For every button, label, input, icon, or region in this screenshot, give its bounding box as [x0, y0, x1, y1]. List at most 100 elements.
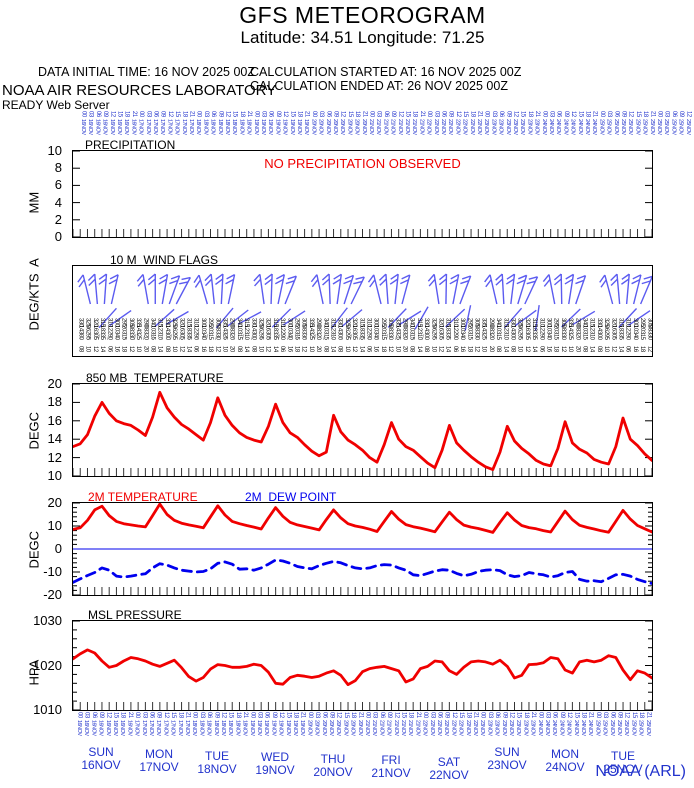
date-label-bottom: 22NOV	[464, 720, 471, 736]
wind-direction-value: 315	[271, 318, 278, 327]
wind-direction-value: 305	[264, 331, 271, 340]
date-label-top: 21NOV	[418, 119, 425, 135]
date-label-bottom: 19NOV	[270, 720, 277, 736]
date-label-bottom: 21NOV	[414, 720, 421, 736]
wind-speed-value: 10	[372, 325, 379, 331]
date-label-top: 24NOV	[548, 119, 554, 135]
hour-label-top: 12	[109, 111, 116, 117]
date-label-bottom: 24NOV	[536, 720, 543, 736]
date-label-bottom: 21NOV	[407, 720, 414, 736]
hour-label-top: 03	[260, 111, 267, 117]
wind-direction-value: 320	[574, 331, 581, 340]
wind-direction-value: 310	[106, 318, 113, 327]
date-label-bottom: 19NOV	[248, 720, 255, 736]
hatch-mark: /	[152, 333, 155, 342]
wind-speed-value: 06	[84, 325, 91, 331]
wind-direction-value: 295	[84, 331, 91, 340]
hour-label-bottom: 21	[645, 712, 652, 718]
wind-speed-value: 06	[106, 346, 113, 352]
hatch-mark: /	[89, 333, 92, 342]
wind-direction-value: 300	[286, 318, 293, 327]
hour-label-top: 06	[210, 111, 217, 117]
wind-speed-value: 14	[444, 346, 451, 352]
wind-speed-value: 10	[408, 325, 415, 331]
y-tick-label-temp2m: 0	[54, 541, 62, 556]
hatch-mark: /	[278, 333, 281, 342]
wind-direction-value: 320	[228, 331, 235, 340]
wind-direction-value: 315	[99, 318, 106, 327]
hatch-mark: /	[260, 333, 263, 342]
wind-speed-value: 12	[451, 325, 458, 331]
date-label-top: 19NOV	[288, 119, 295, 135]
wind-speed-value: 14	[99, 346, 106, 352]
hour-label-bottom: 18	[407, 712, 414, 718]
wind-direction-value: 335	[99, 331, 106, 340]
wind-speed-value: 18	[271, 325, 278, 331]
wind-speed-value: 10	[631, 325, 638, 331]
hour-label-bottom: 03	[256, 712, 263, 718]
date-label-top: 23NOV	[512, 119, 518, 135]
wind-direction-value: 300	[631, 318, 638, 327]
date-label-top: 17NOV	[159, 119, 166, 135]
wind-direction-value: 335	[394, 318, 401, 327]
wind-speed-value: 08	[300, 325, 307, 331]
x-axis-day-label: MON 17NOV	[139, 747, 179, 774]
hour-label-bottom: 09	[270, 712, 277, 718]
date-label-bottom: 25NOV	[608, 720, 615, 736]
hour-label-bottom: 18	[638, 712, 645, 718]
wind-speed-value: 14	[531, 346, 538, 352]
hour-label-top: 18	[526, 111, 533, 117]
hour-label-bottom: 00	[76, 712, 83, 718]
date-label-bottom: 18NOV	[212, 720, 219, 736]
wind-direction-value: 310	[588, 331, 595, 340]
wind-direction-value: 305	[473, 318, 480, 327]
wind-speed-value: 06	[451, 346, 458, 352]
hour-label-top: 18	[181, 111, 188, 117]
wind-speed-value: 16	[372, 346, 379, 352]
hour-label-bottom: 21	[587, 712, 594, 718]
850-mb-temperature-curve	[73, 390, 652, 471]
date-label-top: 24NOV	[562, 119, 569, 135]
wind-speed-value: 12	[127, 346, 134, 352]
hour-label-top: 03	[318, 111, 325, 117]
wind-speed-value: 14	[185, 346, 192, 352]
wind-speed-value: 08	[315, 325, 322, 331]
hatch-mark: /	[359, 333, 362, 342]
wind-speed-value: 08	[495, 346, 502, 352]
wind-direction-value: 295	[207, 318, 214, 327]
y-tick-label-pressure: 1030	[33, 613, 62, 628]
hatch-mark: /	[404, 333, 407, 342]
date-label-top: 22NOV	[454, 119, 461, 135]
wind-speed-value: 08	[408, 346, 415, 352]
wind-speed-value: 12	[624, 325, 631, 331]
date-label-bottom: 17NOV	[140, 720, 147, 736]
date-label-top: 19NOV	[281, 119, 288, 135]
date-label-top: 23NOV	[519, 119, 526, 135]
hour-label-top: 12	[397, 111, 404, 117]
wind-direction-value: 315	[235, 331, 242, 340]
y-tick-label-precipitation: 4	[54, 194, 62, 210]
plot-box-temp2m	[72, 502, 653, 596]
hour-label-top: 15	[346, 111, 353, 117]
date-label-bottom: 16NOV	[76, 720, 82, 736]
wind-direction-value: 335	[307, 318, 314, 327]
wind-direction-value: 335	[271, 331, 278, 340]
hour-label-top: 21	[534, 111, 541, 117]
wind-direction-value: 315	[379, 331, 386, 340]
wind-speed-value: 06	[192, 346, 199, 352]
hour-label-top: 15	[289, 111, 296, 117]
wind-speed-value: 20	[120, 325, 127, 331]
wind-direction-value: 300	[545, 318, 552, 327]
date-label-top: 23NOV	[533, 119, 540, 135]
wind-direction-value: 315	[293, 331, 300, 340]
wind-speed-value: 16	[610, 325, 617, 331]
hour-label-bottom: 06	[494, 712, 501, 718]
wind-direction-value: 315	[495, 331, 502, 340]
wind-direction-value: 330	[423, 318, 430, 327]
hour-label-bottom: 18	[292, 712, 299, 718]
wind-speed-value: 14	[394, 325, 401, 331]
hatch-mark: /	[134, 333, 137, 342]
wind-speed-value: 10	[343, 346, 350, 352]
wind-direction-value: 315	[322, 331, 329, 340]
date-label-top: 19NOV	[252, 119, 259, 135]
